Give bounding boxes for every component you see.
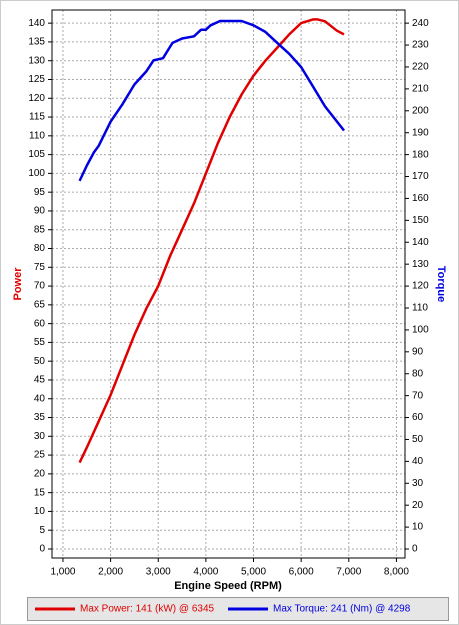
y2-tick-label: 130 (412, 259, 429, 270)
x-axis-label: Engine Speed (RPM) (174, 580, 282, 592)
y2-tick-label: 220 (412, 62, 429, 73)
y-tick-label: 85 (34, 224, 46, 235)
x-tick-label: 4,000 (193, 567, 218, 578)
y-tick-label: 70 (34, 281, 46, 292)
x-tick-label: 3,000 (146, 567, 171, 578)
y2-tick-label: 0 (412, 544, 418, 555)
y-tick-label: 110 (29, 130, 45, 141)
y2-tick-label: 180 (412, 149, 429, 160)
y2-tick-label: 170 (412, 171, 429, 182)
y-tick-label: 135 (28, 37, 45, 48)
y-tick-label: 15 (34, 487, 46, 498)
y2-tick-label: 160 (412, 193, 429, 204)
x-tick-label: 2,000 (98, 567, 123, 578)
x-tick-label: 1,000 (50, 567, 75, 578)
y-tick-label: 75 (34, 262, 46, 273)
y-tick-label: 45 (34, 375, 46, 386)
y-tick-label: 125 (28, 74, 45, 85)
y2-tick-label: 30 (412, 478, 424, 489)
y2-tick-label: 50 (412, 434, 424, 445)
y-tick-label: 90 (34, 206, 46, 217)
y-tick-label: 0 (39, 544, 45, 555)
y-tick-label: 115 (29, 112, 45, 123)
y-tick-label: 50 (34, 356, 46, 367)
y-tick-label: 10 (34, 506, 46, 517)
y-tick-label: 100 (28, 168, 45, 179)
legend-label: Max Power: 141 (kW) @ 6345 (80, 604, 215, 615)
x-tick-label: 7,000 (336, 567, 361, 578)
y-tick-label: 65 (34, 299, 46, 310)
y-tick-label: 25 (34, 450, 46, 461)
y2-tick-label: 240 (412, 18, 429, 29)
y2-tick-label: 210 (412, 84, 429, 95)
y2-tick-label: 60 (412, 412, 424, 423)
y2-tick-label: 140 (412, 237, 429, 248)
y-tick-label: 95 (34, 187, 46, 198)
y2-tick-label: 20 (412, 500, 424, 511)
y2-tick-label: 40 (412, 456, 424, 467)
x-tick-label: 6,000 (289, 567, 314, 578)
y2-axis-label: Torque (435, 266, 447, 302)
y2-tick-label: 110 (412, 303, 428, 314)
y-tick-label: 55 (34, 337, 46, 348)
y2-tick-label: 120 (412, 281, 429, 292)
y2-tick-label: 230 (412, 40, 429, 51)
y2-tick-label: 90 (412, 346, 424, 357)
series-line (78, 19, 345, 182)
y-tick-label: 35 (34, 412, 46, 423)
y2-tick-label: 100 (412, 325, 429, 336)
y-axis-label: Power (12, 267, 24, 301)
y2-tick-label: 80 (412, 368, 424, 379)
y2-tick-label: 150 (412, 215, 429, 226)
y2-tick-label: 10 (412, 522, 424, 533)
y-tick-label: 105 (28, 149, 45, 160)
y-tick-label: 60 (34, 318, 46, 329)
plot-frame (51, 9, 406, 559)
y-tick-label: 20 (34, 469, 46, 480)
y-tick-label: 130 (28, 55, 45, 66)
x-tick-label: 5,000 (241, 567, 266, 578)
y-tick-label: 140 (28, 18, 45, 29)
y2-tick-label: 200 (412, 105, 429, 116)
y-tick-label: 40 (34, 393, 46, 404)
series-line (78, 18, 345, 464)
y-tick-label: 5 (39, 525, 45, 536)
x-tick-label: 8,000 (384, 567, 409, 578)
y2-tick-label: 70 (412, 390, 424, 401)
y-tick-label: 80 (34, 243, 46, 254)
y-tick-label: 120 (28, 93, 45, 104)
legend-label: Max Torque: 241 (Nm) @ 4298 (273, 604, 411, 615)
y2-tick-label: 190 (412, 127, 429, 138)
y-tick-label: 30 (34, 431, 46, 442)
